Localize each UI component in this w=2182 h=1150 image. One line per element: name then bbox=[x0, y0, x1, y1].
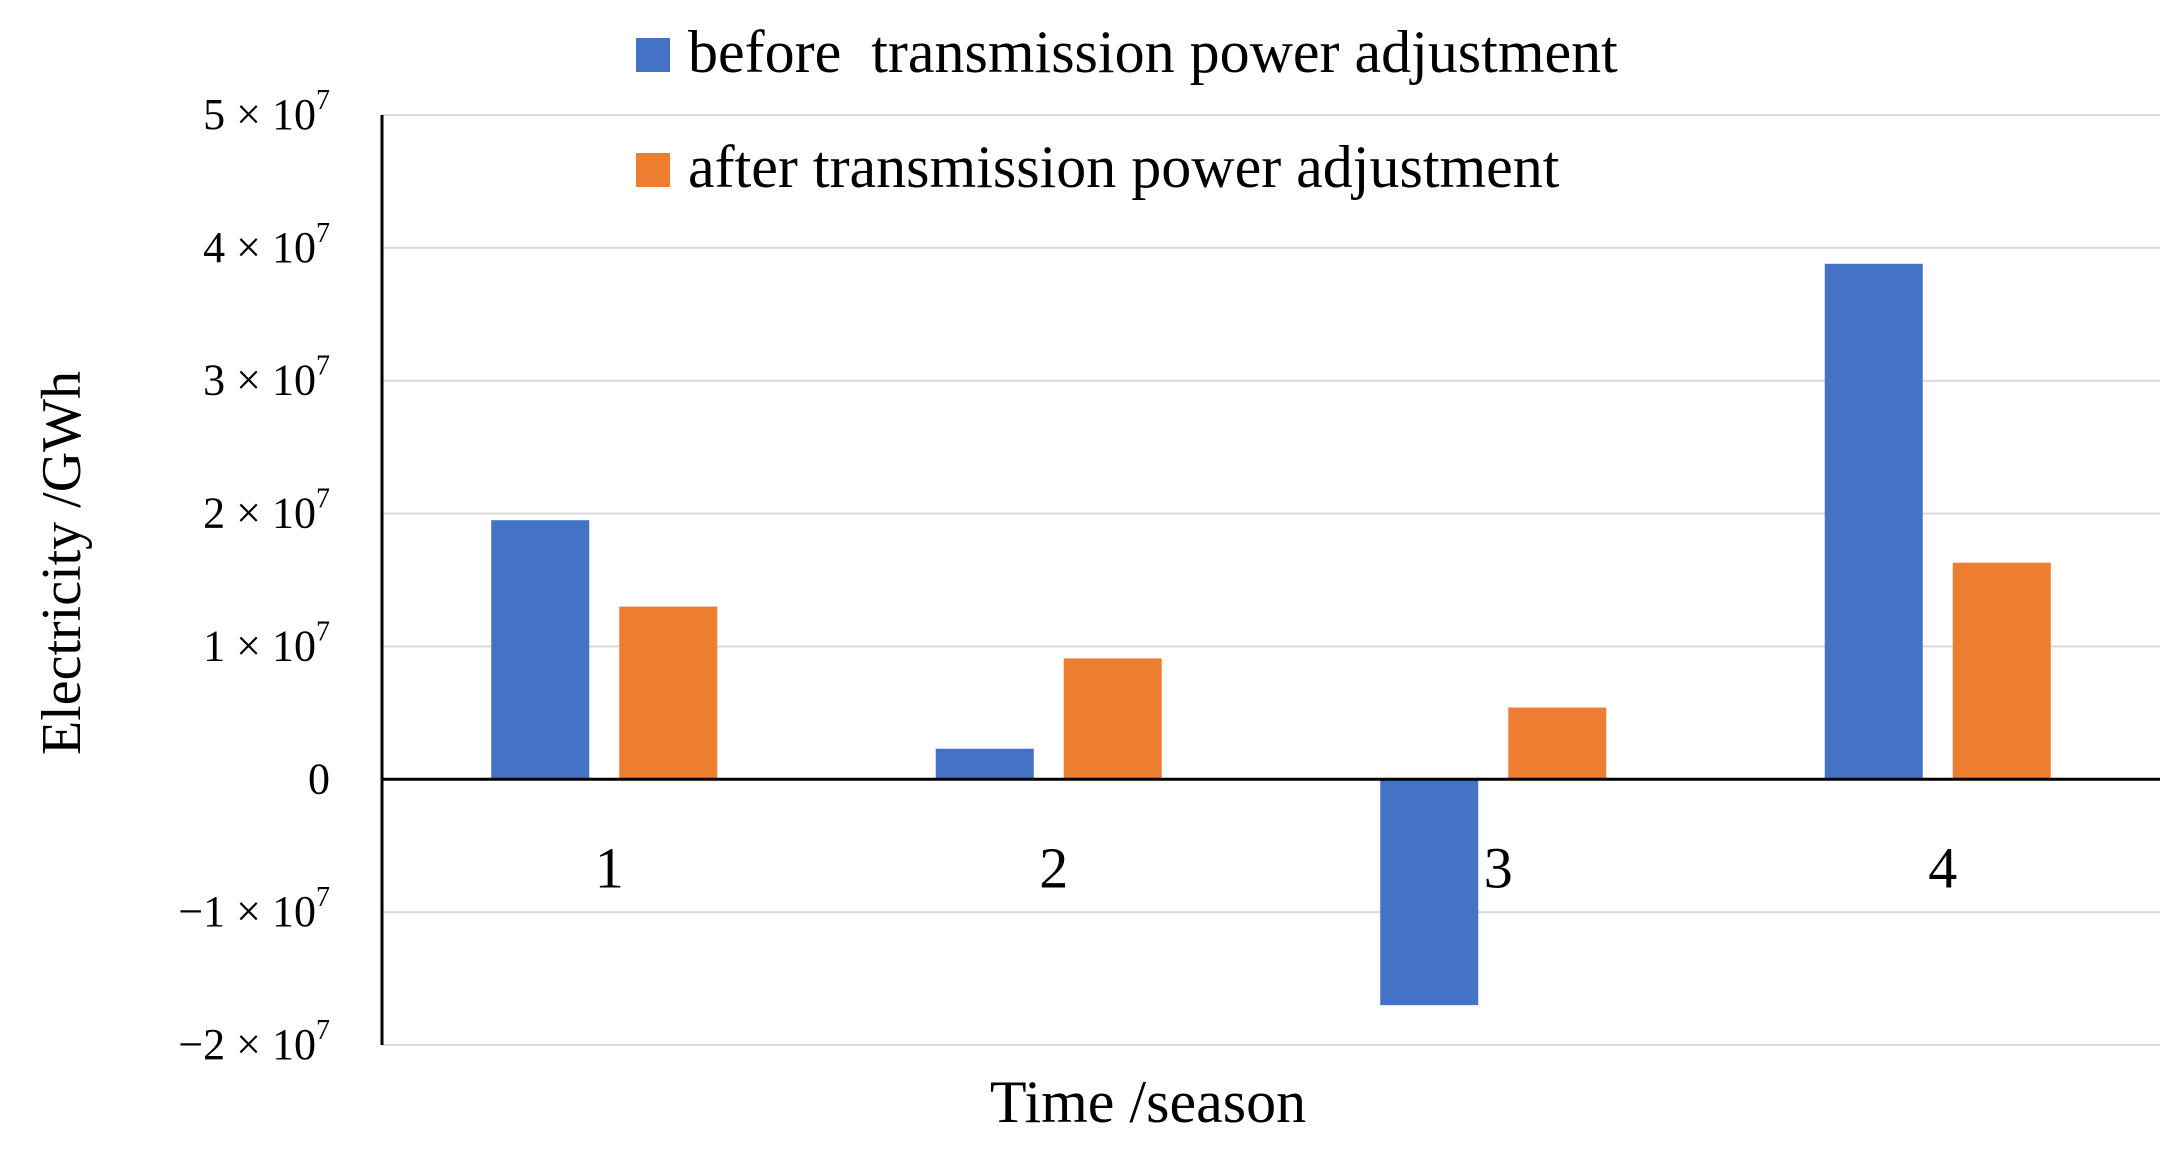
bar-before-2 bbox=[935, 748, 1034, 780]
bar-after-3 bbox=[1508, 707, 1607, 780]
bars bbox=[491, 263, 2051, 1006]
legend: before transmission power adjustment afte… bbox=[636, 19, 1618, 200]
legend-label: before transmission power adjustment bbox=[688, 19, 1618, 85]
y-tick-label: 3 × 107 bbox=[203, 351, 330, 405]
axes bbox=[380, 115, 2160, 1045]
y-tick-label: −1 × 107 bbox=[178, 882, 330, 936]
x-tick-labels: 1 2 3 4 bbox=[595, 835, 1958, 900]
y-tick-label: 5 × 107 bbox=[203, 85, 330, 139]
legend-swatch bbox=[636, 153, 670, 187]
bar-after-1 bbox=[619, 606, 718, 780]
bar-before-3 bbox=[1380, 779, 1479, 1006]
x-tick-label: 4 bbox=[1928, 835, 1957, 900]
bar-after-2 bbox=[1063, 658, 1162, 780]
y-tick-label: −2 × 107 bbox=[178, 1015, 330, 1069]
y-tick-label: 4 × 107 bbox=[203, 218, 330, 272]
x-tick-label: 3 bbox=[1484, 835, 1513, 900]
x-tick-label: 1 bbox=[595, 835, 624, 900]
y-tick-labels: 5 × 107 4 × 107 3 × 107 2 × 107 1 × 107 0 −1 ×… bbox=[178, 85, 330, 1069]
bar-before-4 bbox=[1824, 263, 1923, 780]
y-axis-label: Electricity /GWh bbox=[31, 371, 93, 755]
y-tick-label: 0 bbox=[308, 754, 330, 803]
y-tick-label: 2 × 107 bbox=[203, 484, 330, 538]
legend-label: after transmission power adjustment bbox=[688, 134, 1560, 200]
y-tick-label: 1 × 107 bbox=[203, 616, 330, 670]
legend-swatch bbox=[636, 38, 670, 72]
bar-after-4 bbox=[1952, 562, 2051, 780]
x-axis-label: Time /season bbox=[990, 1069, 1306, 1135]
x-tick-label: 2 bbox=[1039, 835, 1068, 900]
bar-before-1 bbox=[491, 520, 590, 780]
